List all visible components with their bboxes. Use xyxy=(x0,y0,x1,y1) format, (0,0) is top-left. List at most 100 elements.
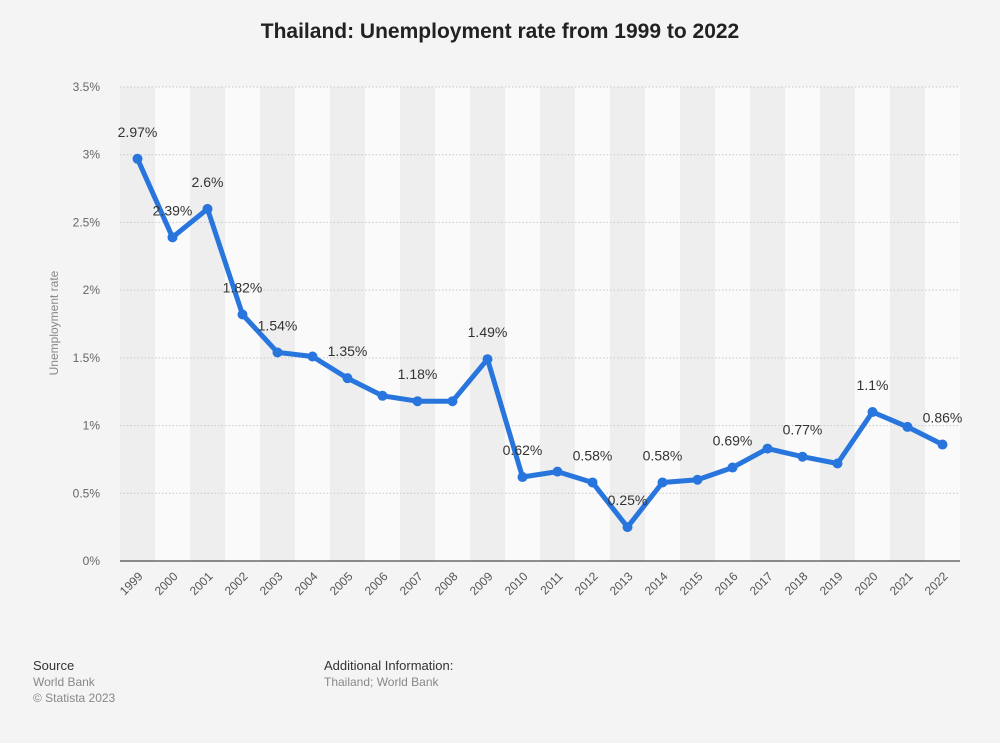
data-label: 2.39% xyxy=(153,202,193,218)
line-chart: 0%0.5%1%1.5%2%2.5%3%3.5% 1999 2000 2001 200… xyxy=(47,80,963,598)
x-tick-label: 2005 xyxy=(327,569,356,598)
x-tick-label: 2016 xyxy=(712,569,741,598)
data-point[interactable] xyxy=(377,390,388,401)
column-band xyxy=(540,87,575,561)
data-point[interactable] xyxy=(237,309,248,320)
y-tick-label: 1.5% xyxy=(73,351,101,365)
y-tick-label: 0.5% xyxy=(73,486,101,500)
data-point[interactable] xyxy=(727,462,738,473)
data-point[interactable] xyxy=(552,466,563,477)
column-band xyxy=(750,87,785,561)
column-band xyxy=(190,87,225,561)
column-band xyxy=(260,87,295,561)
y-tick-label: 3.5% xyxy=(73,80,101,94)
data-point[interactable] xyxy=(167,232,178,243)
data-label: 1.18% xyxy=(398,366,438,382)
x-tick-label: 2019 xyxy=(817,569,846,598)
x-tick-label: 2003 xyxy=(257,569,286,598)
x-tick-label: 2021 xyxy=(887,569,916,598)
x-tick-label: 2020 xyxy=(852,569,881,598)
data-point[interactable] xyxy=(867,407,878,418)
data-point[interactable] xyxy=(657,477,668,488)
column-band xyxy=(120,87,155,561)
data-point[interactable] xyxy=(342,373,353,384)
data-point[interactable] xyxy=(202,203,213,214)
data-point[interactable] xyxy=(762,443,773,454)
x-tick-label: 2017 xyxy=(747,569,776,598)
x-tick-label: 2022 xyxy=(922,569,951,598)
source-name[interactable]: World Bank xyxy=(33,675,95,689)
column-band xyxy=(435,87,470,561)
x-tick-label: 2014 xyxy=(642,569,671,598)
data-label: 2.6% xyxy=(192,174,224,190)
column-band xyxy=(155,87,190,561)
data-label: 0.77% xyxy=(783,422,823,438)
data-labels: 2.97% 2.39% 2.6% 1.82% 1.54% 1.35% 1.18% 1.49% 0… xyxy=(118,124,963,508)
column-band xyxy=(925,87,960,561)
y-tick-labels: 0% 0.5% 1% 1.5% 2% 2.5% 3% 3.5% xyxy=(73,80,101,568)
column-band xyxy=(715,87,750,561)
x-tick-labels: 1999 2000 2001 2002 2003 2004 2005 2006 2007 2008… xyxy=(117,569,951,598)
data-label: 0.58% xyxy=(643,447,683,463)
data-label: 1.35% xyxy=(328,343,368,359)
y-tick-label: 0% xyxy=(83,554,101,568)
column-band xyxy=(610,87,645,561)
source-heading: Source xyxy=(33,658,75,673)
data-point[interactable] xyxy=(692,474,703,485)
column-band xyxy=(820,87,855,561)
column-band xyxy=(785,87,820,561)
column-band xyxy=(680,87,715,561)
x-tick-label: 2002 xyxy=(222,569,251,598)
x-tick-label: 2000 xyxy=(152,569,181,598)
data-point[interactable] xyxy=(622,522,633,533)
x-tick-label: 2004 xyxy=(292,569,321,598)
x-tick-label: 2018 xyxy=(782,569,811,598)
x-tick-label: 2001 xyxy=(187,569,216,598)
data-label: 1.54% xyxy=(258,317,298,333)
additional-text: Thailand; World Bank xyxy=(324,675,439,689)
x-tick-label: 2008 xyxy=(432,569,461,598)
data-point[interactable] xyxy=(902,421,913,432)
column-band xyxy=(470,87,505,561)
source-block: Source World Bank © Statista 2023 xyxy=(33,658,115,706)
y-tick-label: 2.5% xyxy=(73,215,101,229)
copyright[interactable]: © Statista 2023 xyxy=(33,691,116,705)
data-label: 0.62% xyxy=(503,442,543,458)
x-tick-label: 2006 xyxy=(362,569,391,598)
chart-title: Thailand: Unemployment rate from 1999 to… xyxy=(260,20,740,43)
data-point[interactable] xyxy=(447,396,458,407)
additional-info-block: Additional Information: Thailand; World … xyxy=(324,658,453,690)
x-tick-label: 1999 xyxy=(117,569,146,598)
data-point[interactable] xyxy=(272,347,283,358)
column-band xyxy=(295,87,330,561)
data-label: 2.97% xyxy=(118,124,158,140)
x-tick-label: 2013 xyxy=(607,569,636,598)
column-band xyxy=(505,87,540,561)
data-point[interactable] xyxy=(307,351,318,362)
x-tick-label: 2011 xyxy=(537,569,565,597)
x-tick-label: 2015 xyxy=(677,569,706,598)
data-points xyxy=(132,153,948,533)
x-tick-label: 2007 xyxy=(397,569,426,598)
column-band xyxy=(645,87,680,561)
data-point[interactable] xyxy=(132,153,143,164)
column-band xyxy=(890,87,925,561)
data-point[interactable] xyxy=(587,477,598,488)
column-band xyxy=(365,87,400,561)
column-bands xyxy=(120,87,960,561)
data-point[interactable] xyxy=(412,396,423,407)
x-tick-label: 2009 xyxy=(467,569,496,598)
y-tick-label: 1% xyxy=(83,419,101,433)
x-tick-label: 2012 xyxy=(572,569,601,598)
data-point[interactable] xyxy=(517,472,528,483)
additional-heading: Additional Information: xyxy=(324,658,454,673)
data-label: 0.69% xyxy=(713,433,753,449)
y-tick-label: 2% xyxy=(83,283,101,297)
data-point[interactable] xyxy=(482,354,493,365)
data-point[interactable] xyxy=(797,451,808,462)
y-axis-label: Unemployment rate xyxy=(47,270,61,375)
column-band xyxy=(330,87,365,561)
data-point[interactable] xyxy=(937,439,948,450)
data-point[interactable] xyxy=(832,458,843,469)
data-label: 0.25% xyxy=(608,492,648,508)
